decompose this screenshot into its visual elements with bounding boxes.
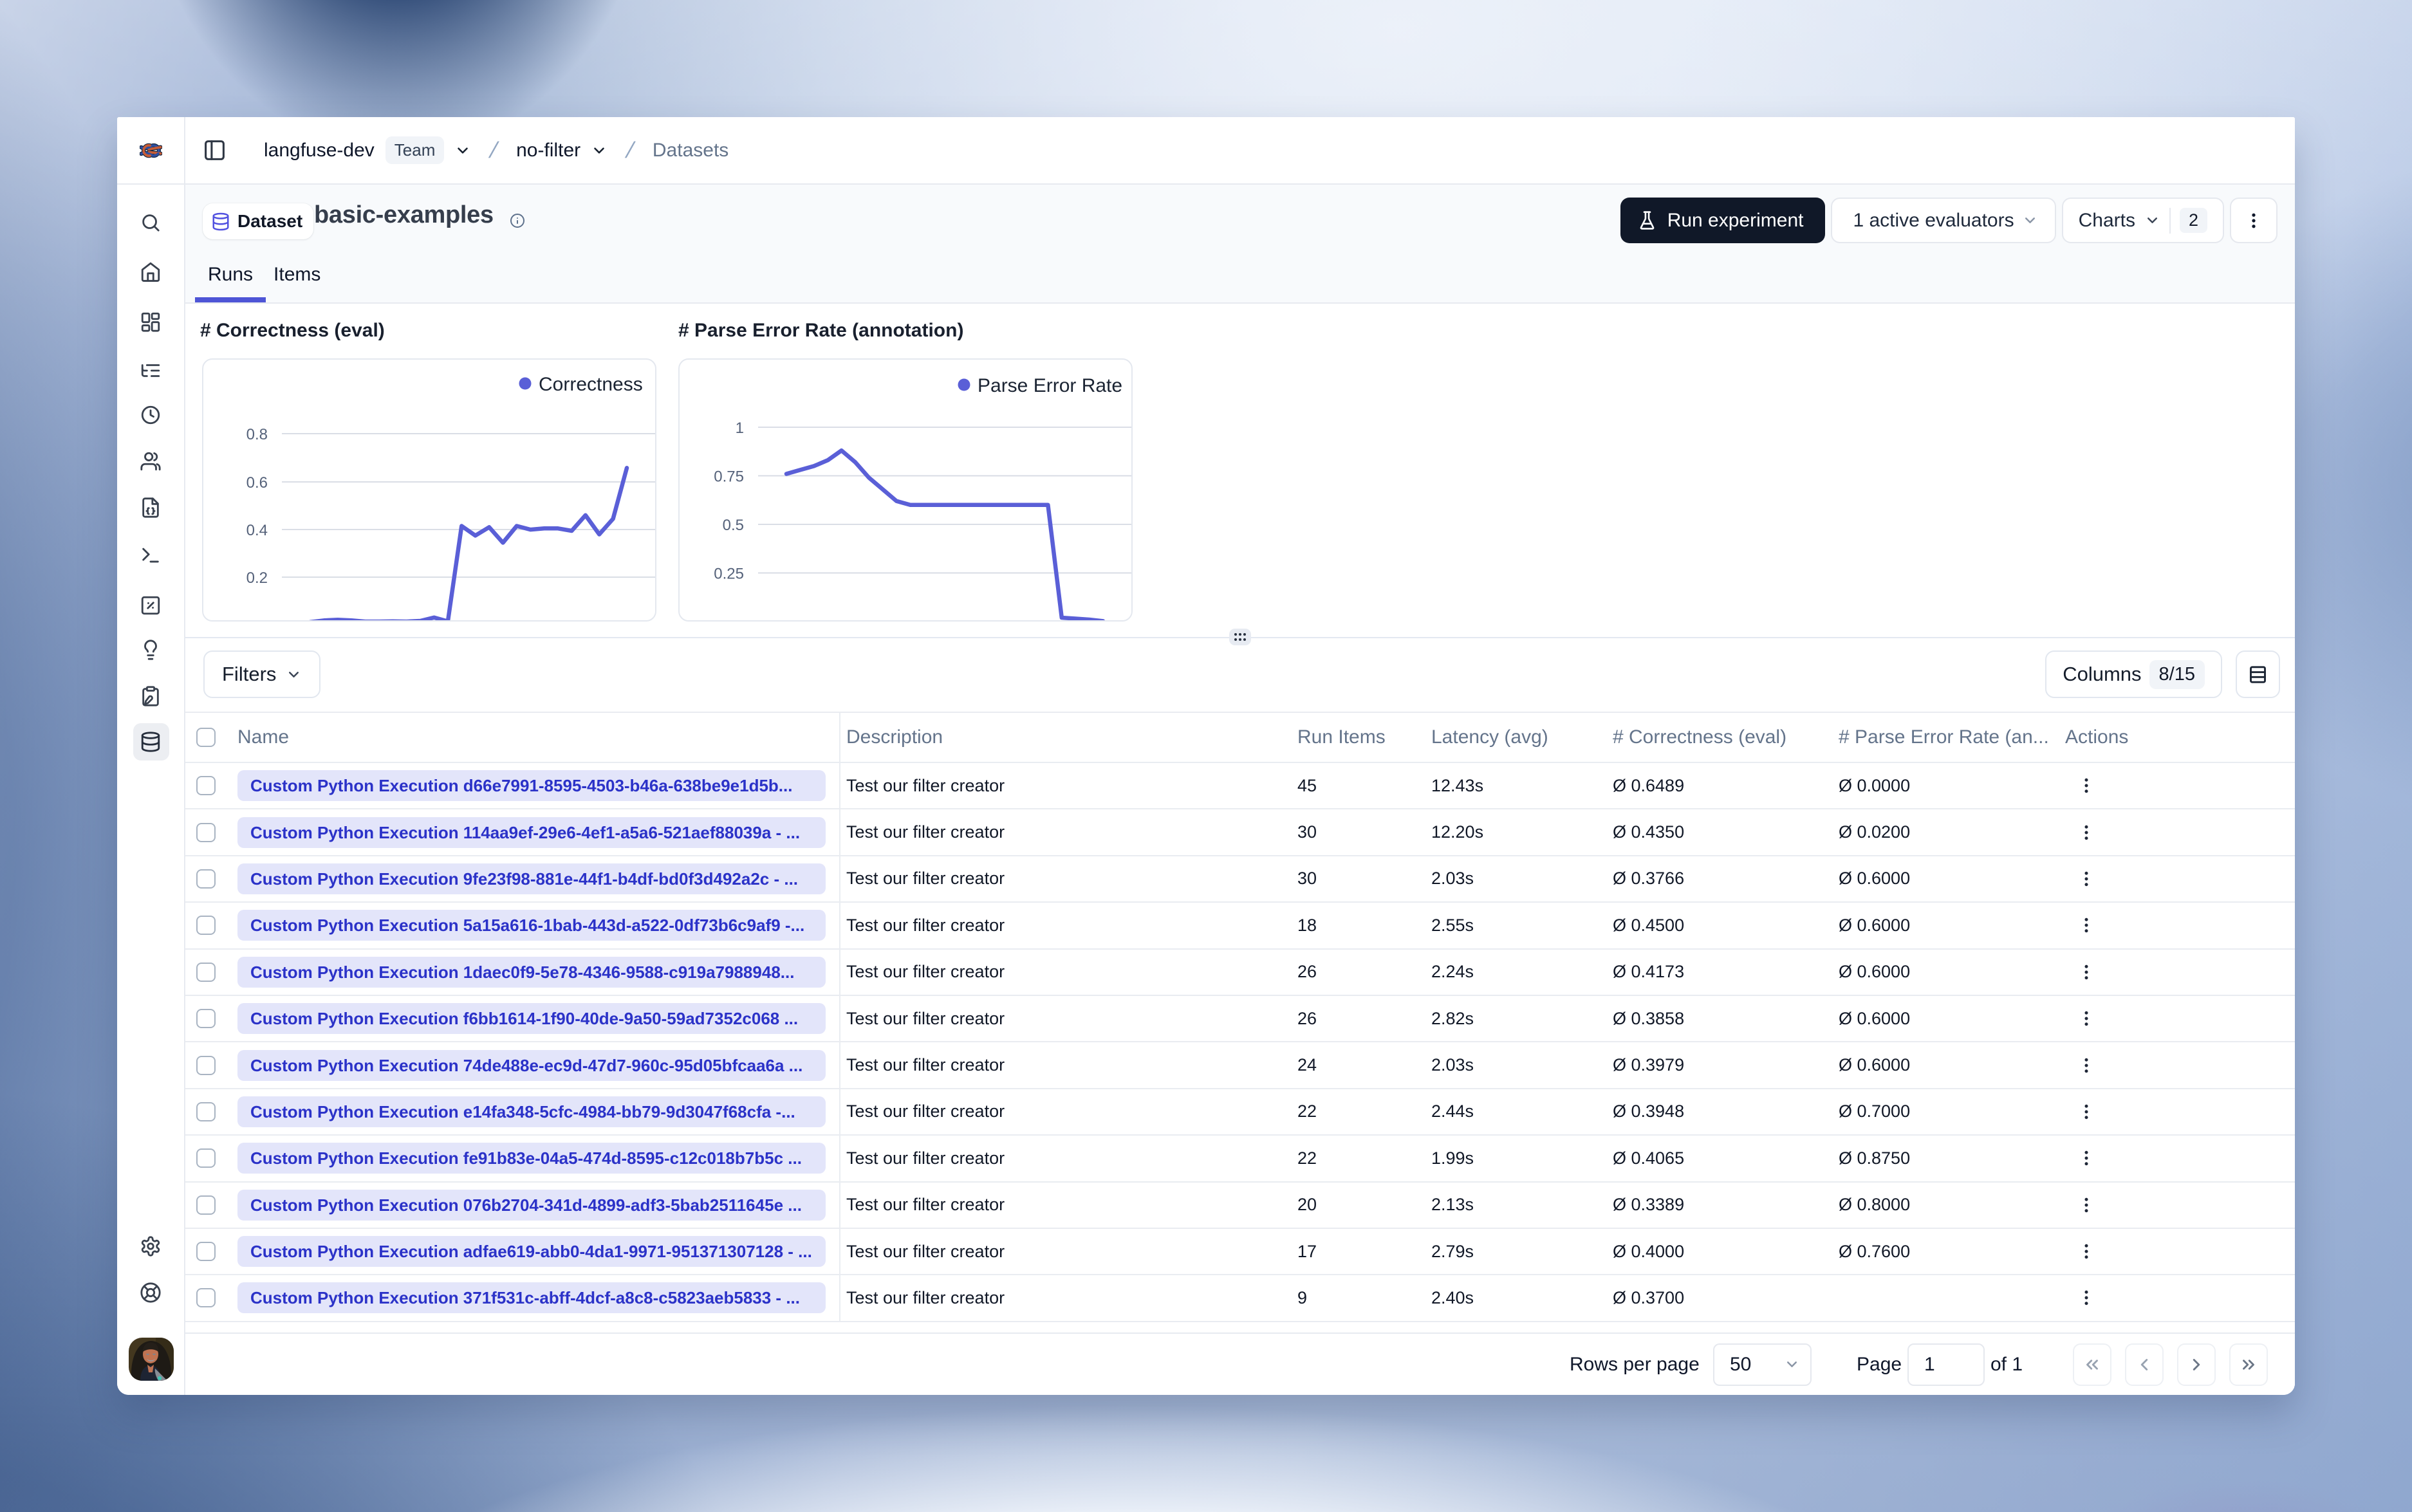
svg-text:Parse Error Rate: Parse Error Rate: [978, 375, 1122, 396]
svg-text:1: 1: [736, 419, 744, 437]
svg-text:0.2: 0.2: [246, 569, 268, 587]
svg-text:0.6: 0.6: [246, 474, 268, 492]
svg-text:0.4: 0.4: [246, 522, 268, 539]
svg-text:0.25: 0.25: [714, 566, 744, 583]
svg-text:Correctness: Correctness: [539, 374, 643, 395]
svg-text:0.8: 0.8: [246, 426, 268, 443]
svg-text:0.75: 0.75: [714, 468, 744, 486]
svg-text:0.5: 0.5: [723, 517, 744, 534]
